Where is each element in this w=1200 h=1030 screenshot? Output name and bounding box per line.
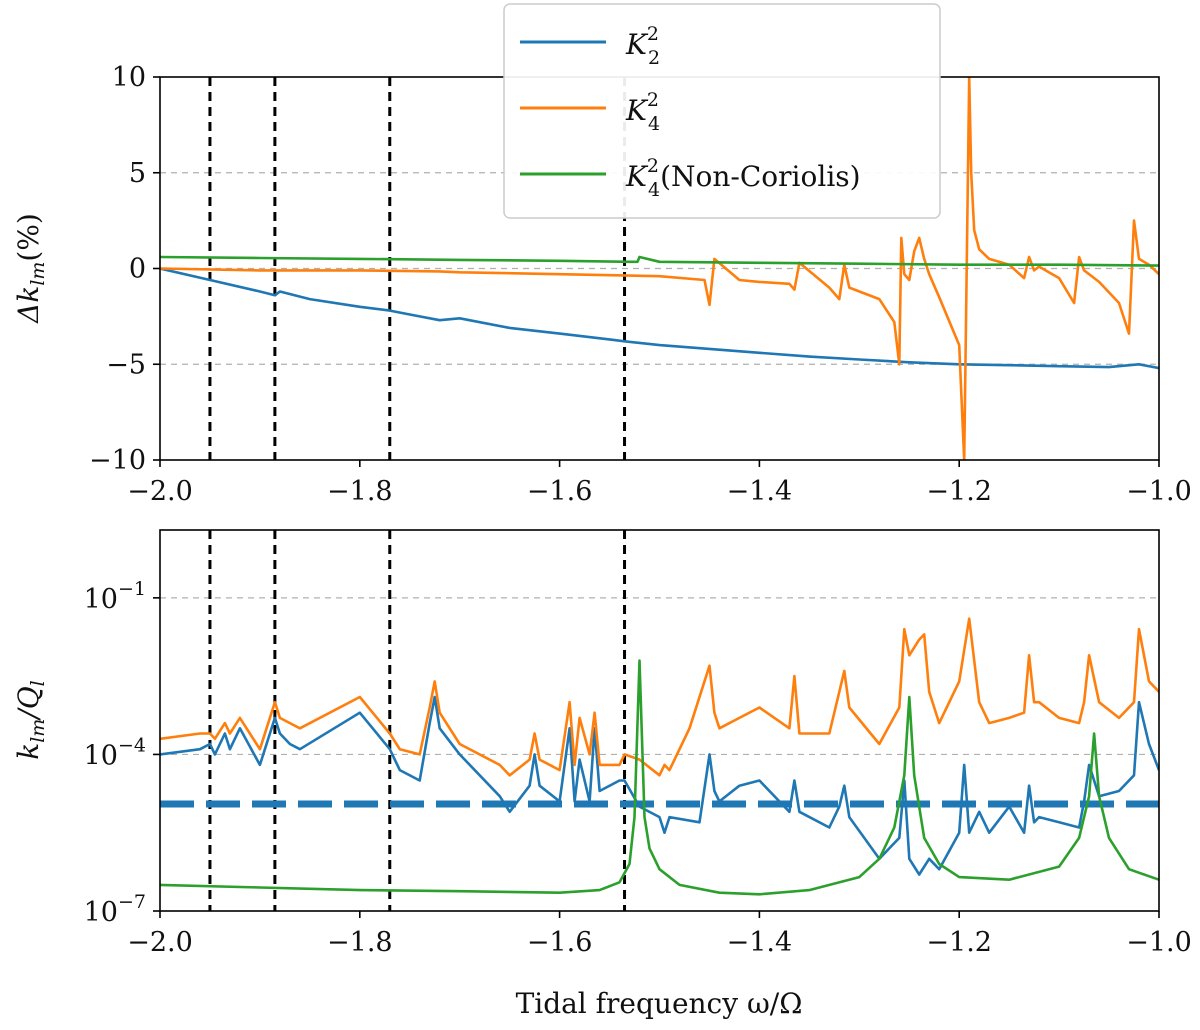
legend-label: K2 4: [625, 89, 660, 135]
legend: K2 2 K2 4 K2 4(Non-Coriolis): [503, 3, 941, 219]
x-tick-label: −1.0: [1126, 476, 1192, 507]
x-tick-label: −1.8: [327, 476, 393, 507]
series-line-k42: [160, 617, 1159, 777]
y-tick-label: 10: [112, 62, 146, 93]
x-tick-label: −1.2: [926, 927, 992, 958]
y-tick-label: −5: [106, 349, 146, 380]
y-tick-label: −10: [89, 445, 146, 476]
x-tick-label: −1.0: [1126, 927, 1192, 958]
y-tick-label: 5: [129, 158, 146, 189]
bottom-panel: −2.0 −1.8 −1.6 −1.4 −1.2 −1.0 10−7 10−4 10−1 kl…: [12, 529, 1192, 1020]
bottom-plot-frame: [159, 529, 1160, 912]
y-tick-label: 10−1: [84, 578, 146, 615]
series-line-k22: [160, 267, 1159, 370]
x-tick-label: −1.6: [527, 476, 593, 507]
x-tick-label: −1.4: [727, 476, 793, 507]
series-line-k42-non-coriolis: [160, 255, 1159, 267]
x-tick-label: −1.4: [727, 927, 793, 958]
series-line-k42: [160, 77, 1159, 460]
legend-label: K2 2: [625, 23, 660, 69]
top-panel: −2.0 −1.8 −1.6 −1.4 −1.2 −1.0 −10 −5 0 5 10 Δklm(…: [12, 62, 1192, 507]
x-tick-label: −1.6: [527, 927, 593, 958]
legend-box: [503, 3, 941, 219]
legend-label: K2 4(Non-Coriolis): [625, 155, 861, 201]
x-tick-label: −1.2: [926, 476, 992, 507]
x-tick-label: −2.0: [127, 476, 193, 507]
y-tick-label: 10−7: [84, 891, 146, 928]
bottom-y-axis-label: klm/Ql: [12, 680, 49, 760]
series-line-k42-non-coriolis: [160, 659, 1159, 896]
x-axis-label: Tidal frequency ω/Ω: [516, 987, 803, 1020]
top-y-axis-label: Δklm(%): [12, 213, 49, 324]
y-tick-label: 0: [129, 254, 146, 285]
x-tick-label: −1.8: [327, 927, 393, 958]
series-line-k22: [160, 695, 1159, 876]
x-tick-label: −2.0: [127, 927, 193, 958]
y-tick-label: 10−4: [84, 734, 146, 771]
